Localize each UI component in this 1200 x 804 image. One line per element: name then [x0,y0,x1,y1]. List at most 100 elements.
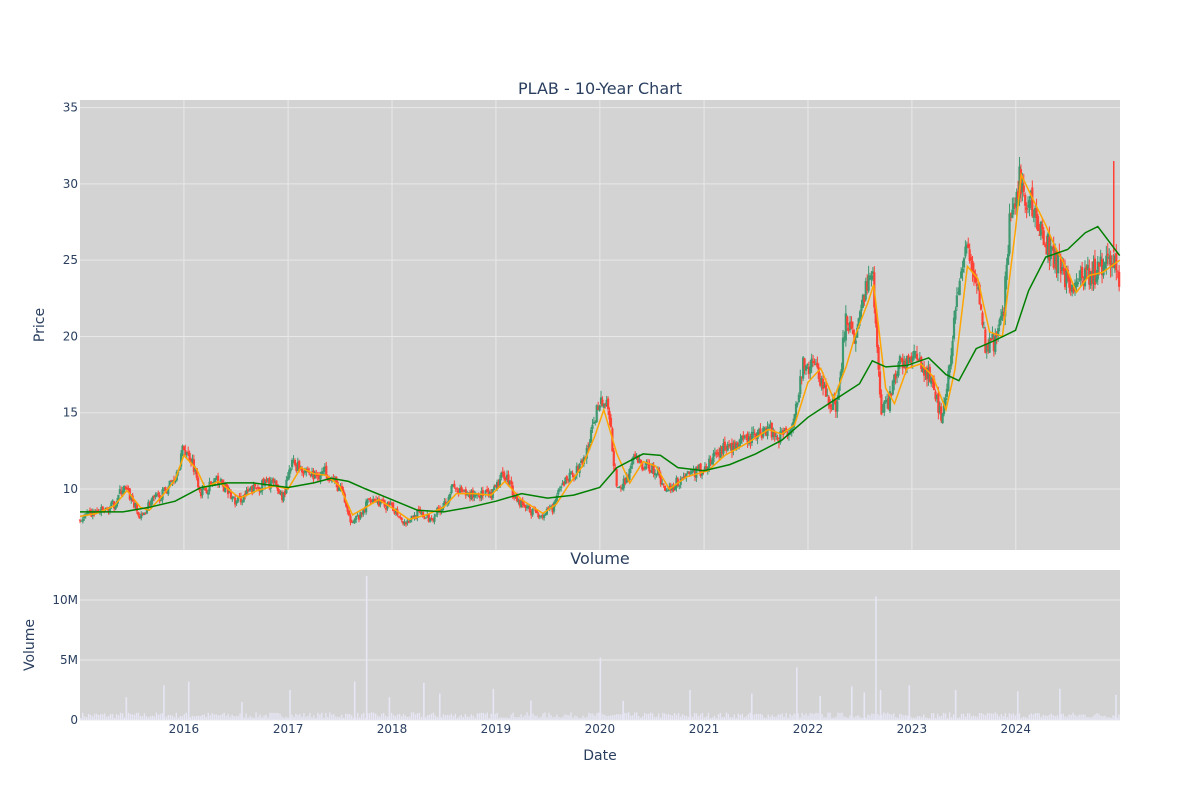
volume-bar [305,716,307,720]
candle-body [1001,311,1004,317]
candle-body [944,398,947,405]
candle-body [955,295,958,307]
candle-body [695,466,698,478]
candle-body [380,499,383,501]
volume-bar [915,717,917,720]
candle-body [954,309,957,320]
volume-bar [131,714,134,720]
volume-bar [476,713,478,720]
candle-body [685,473,688,478]
volume-bar [596,713,598,720]
volume-bar [80,718,82,720]
candle-body [860,304,863,311]
volume-bar [99,714,102,720]
volume-bar [243,717,245,720]
candle-body [737,444,741,447]
candle-body [766,427,769,437]
candle-body [417,508,420,510]
candle-body [759,428,762,436]
candle-body [965,244,968,248]
candle-body [971,260,974,273]
volume-bar [753,714,755,720]
candle-body [649,471,652,473]
volume-bar [787,717,789,720]
candle-body [722,443,725,454]
candle-body [255,487,258,489]
candle-body [625,476,628,483]
candle-body [960,271,963,279]
volume-bar [177,717,180,720]
candle-body [78,519,82,521]
candle-body [325,465,328,476]
candle-body [1051,247,1054,250]
volume-bar [516,717,518,720]
candle-body [951,341,954,357]
candle-body [363,510,366,512]
volume-bar [440,717,443,720]
volume-bar [1026,717,1029,720]
candle-body [504,477,507,480]
candle-body [507,474,510,486]
volume-bar [199,716,201,720]
volume-bar [701,713,704,720]
volume-bar [618,714,620,720]
volume-bar [343,717,345,720]
candle-body [464,489,467,496]
volume-bar [657,713,660,720]
candle-body [1065,271,1068,284]
candle-body [174,479,177,483]
volume-bar [143,713,146,720]
volume-bar [1060,714,1062,720]
volume-bar [789,714,791,720]
candle-body [905,355,909,369]
candle-body [958,280,961,296]
volume-bar [622,700,624,720]
volume-bar [803,715,805,720]
candle-body [447,496,450,504]
volume-bar [524,715,526,720]
volume-bar [1064,716,1066,720]
candle-body [988,337,991,353]
candle-body [444,502,447,504]
candle-body [411,516,415,519]
candle-body [400,517,403,521]
candle-body [970,257,973,261]
volume-bar [739,714,742,720]
volume-bar [486,712,488,720]
volume-bar [416,713,419,720]
volume-bar [1072,712,1074,720]
volume-bar [402,713,405,720]
candle-body [850,321,853,329]
candle-body [675,477,678,489]
candle-body [187,451,190,453]
volume-bar [568,715,570,720]
candle-body [809,366,812,374]
volume-bar [604,714,606,720]
candle-body [735,443,738,450]
candle-body [790,427,793,432]
candle-body [547,507,550,510]
volume-bar [612,715,614,720]
candle-body [239,496,242,503]
candle-body [1034,207,1037,218]
candle-body [514,495,517,498]
volume-bar [89,715,92,720]
candle-body [618,486,621,488]
volume-bar [719,712,722,720]
candle-body [195,468,198,478]
volume-bar [1034,713,1036,720]
candle-body [1116,270,1119,272]
candle-body [132,502,136,508]
candle-body [840,369,843,379]
candle-body [416,509,419,519]
volume-bar [1078,714,1080,720]
volume-bar [628,712,630,720]
candle-body [518,499,521,506]
candle-body [719,448,722,458]
candle-body [454,488,457,490]
candle-body [730,442,734,453]
candle-body [231,497,234,500]
candle-body [300,468,304,473]
candle-body [937,393,940,413]
candle-body [1063,268,1067,288]
